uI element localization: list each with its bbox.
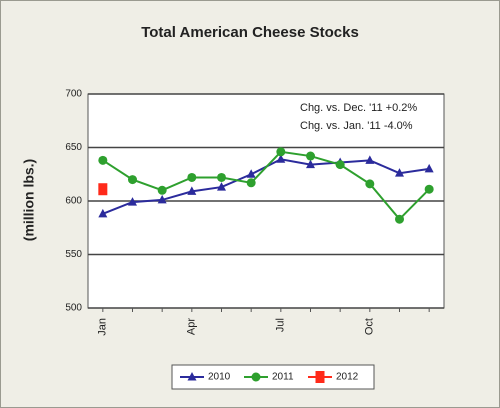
marker	[424, 184, 434, 194]
marker	[98, 208, 108, 218]
marker	[246, 178, 256, 188]
legend-label: 2011	[272, 372, 294, 383]
chart-title: Total American Cheese Stocks	[141, 24, 359, 41]
x-tick-label: Jan	[97, 318, 109, 336]
marker	[315, 371, 325, 383]
series-line	[102, 150, 430, 221]
marker	[251, 372, 261, 382]
marker	[395, 168, 404, 177]
marker	[365, 179, 375, 189]
marker	[128, 175, 137, 185]
marker	[217, 172, 226, 182]
y-tick-label: 550	[65, 249, 82, 260]
marker	[187, 372, 197, 381]
marker	[187, 186, 197, 195]
marker	[157, 185, 167, 195]
marker	[306, 159, 315, 169]
marker	[395, 214, 404, 224]
marker	[98, 155, 108, 165]
y-tick-label: 650	[65, 142, 82, 153]
marker	[276, 154, 286, 163]
marker	[98, 183, 108, 196]
y-tick-label: 500	[65, 303, 82, 314]
y-tick-label: 600	[65, 196, 82, 207]
x-tick-label: Oct	[364, 318, 376, 335]
legend-label: 2012	[336, 372, 359, 383]
marker	[157, 194, 167, 204]
legend	[171, 364, 375, 390]
marker	[424, 163, 434, 173]
marker	[335, 160, 345, 170]
marker	[217, 182, 226, 191]
marker	[306, 151, 315, 161]
marker	[246, 169, 256, 178]
annotation: Chg. vs. Jan. '11 -4.0%	[300, 120, 413, 132]
marker	[365, 155, 375, 164]
marker	[128, 197, 137, 206]
marker	[187, 172, 197, 182]
legend-label: 2010	[208, 372, 231, 383]
x-tick-label: Jul	[275, 318, 287, 332]
annotation: Chg. vs. Dec. '11 +0.2%	[300, 102, 417, 114]
y-tick-label: 700	[65, 89, 82, 100]
marker	[276, 147, 286, 157]
x-tick-label: Apr	[186, 318, 198, 335]
y-axis-label: (million lbs.)	[21, 159, 37, 241]
